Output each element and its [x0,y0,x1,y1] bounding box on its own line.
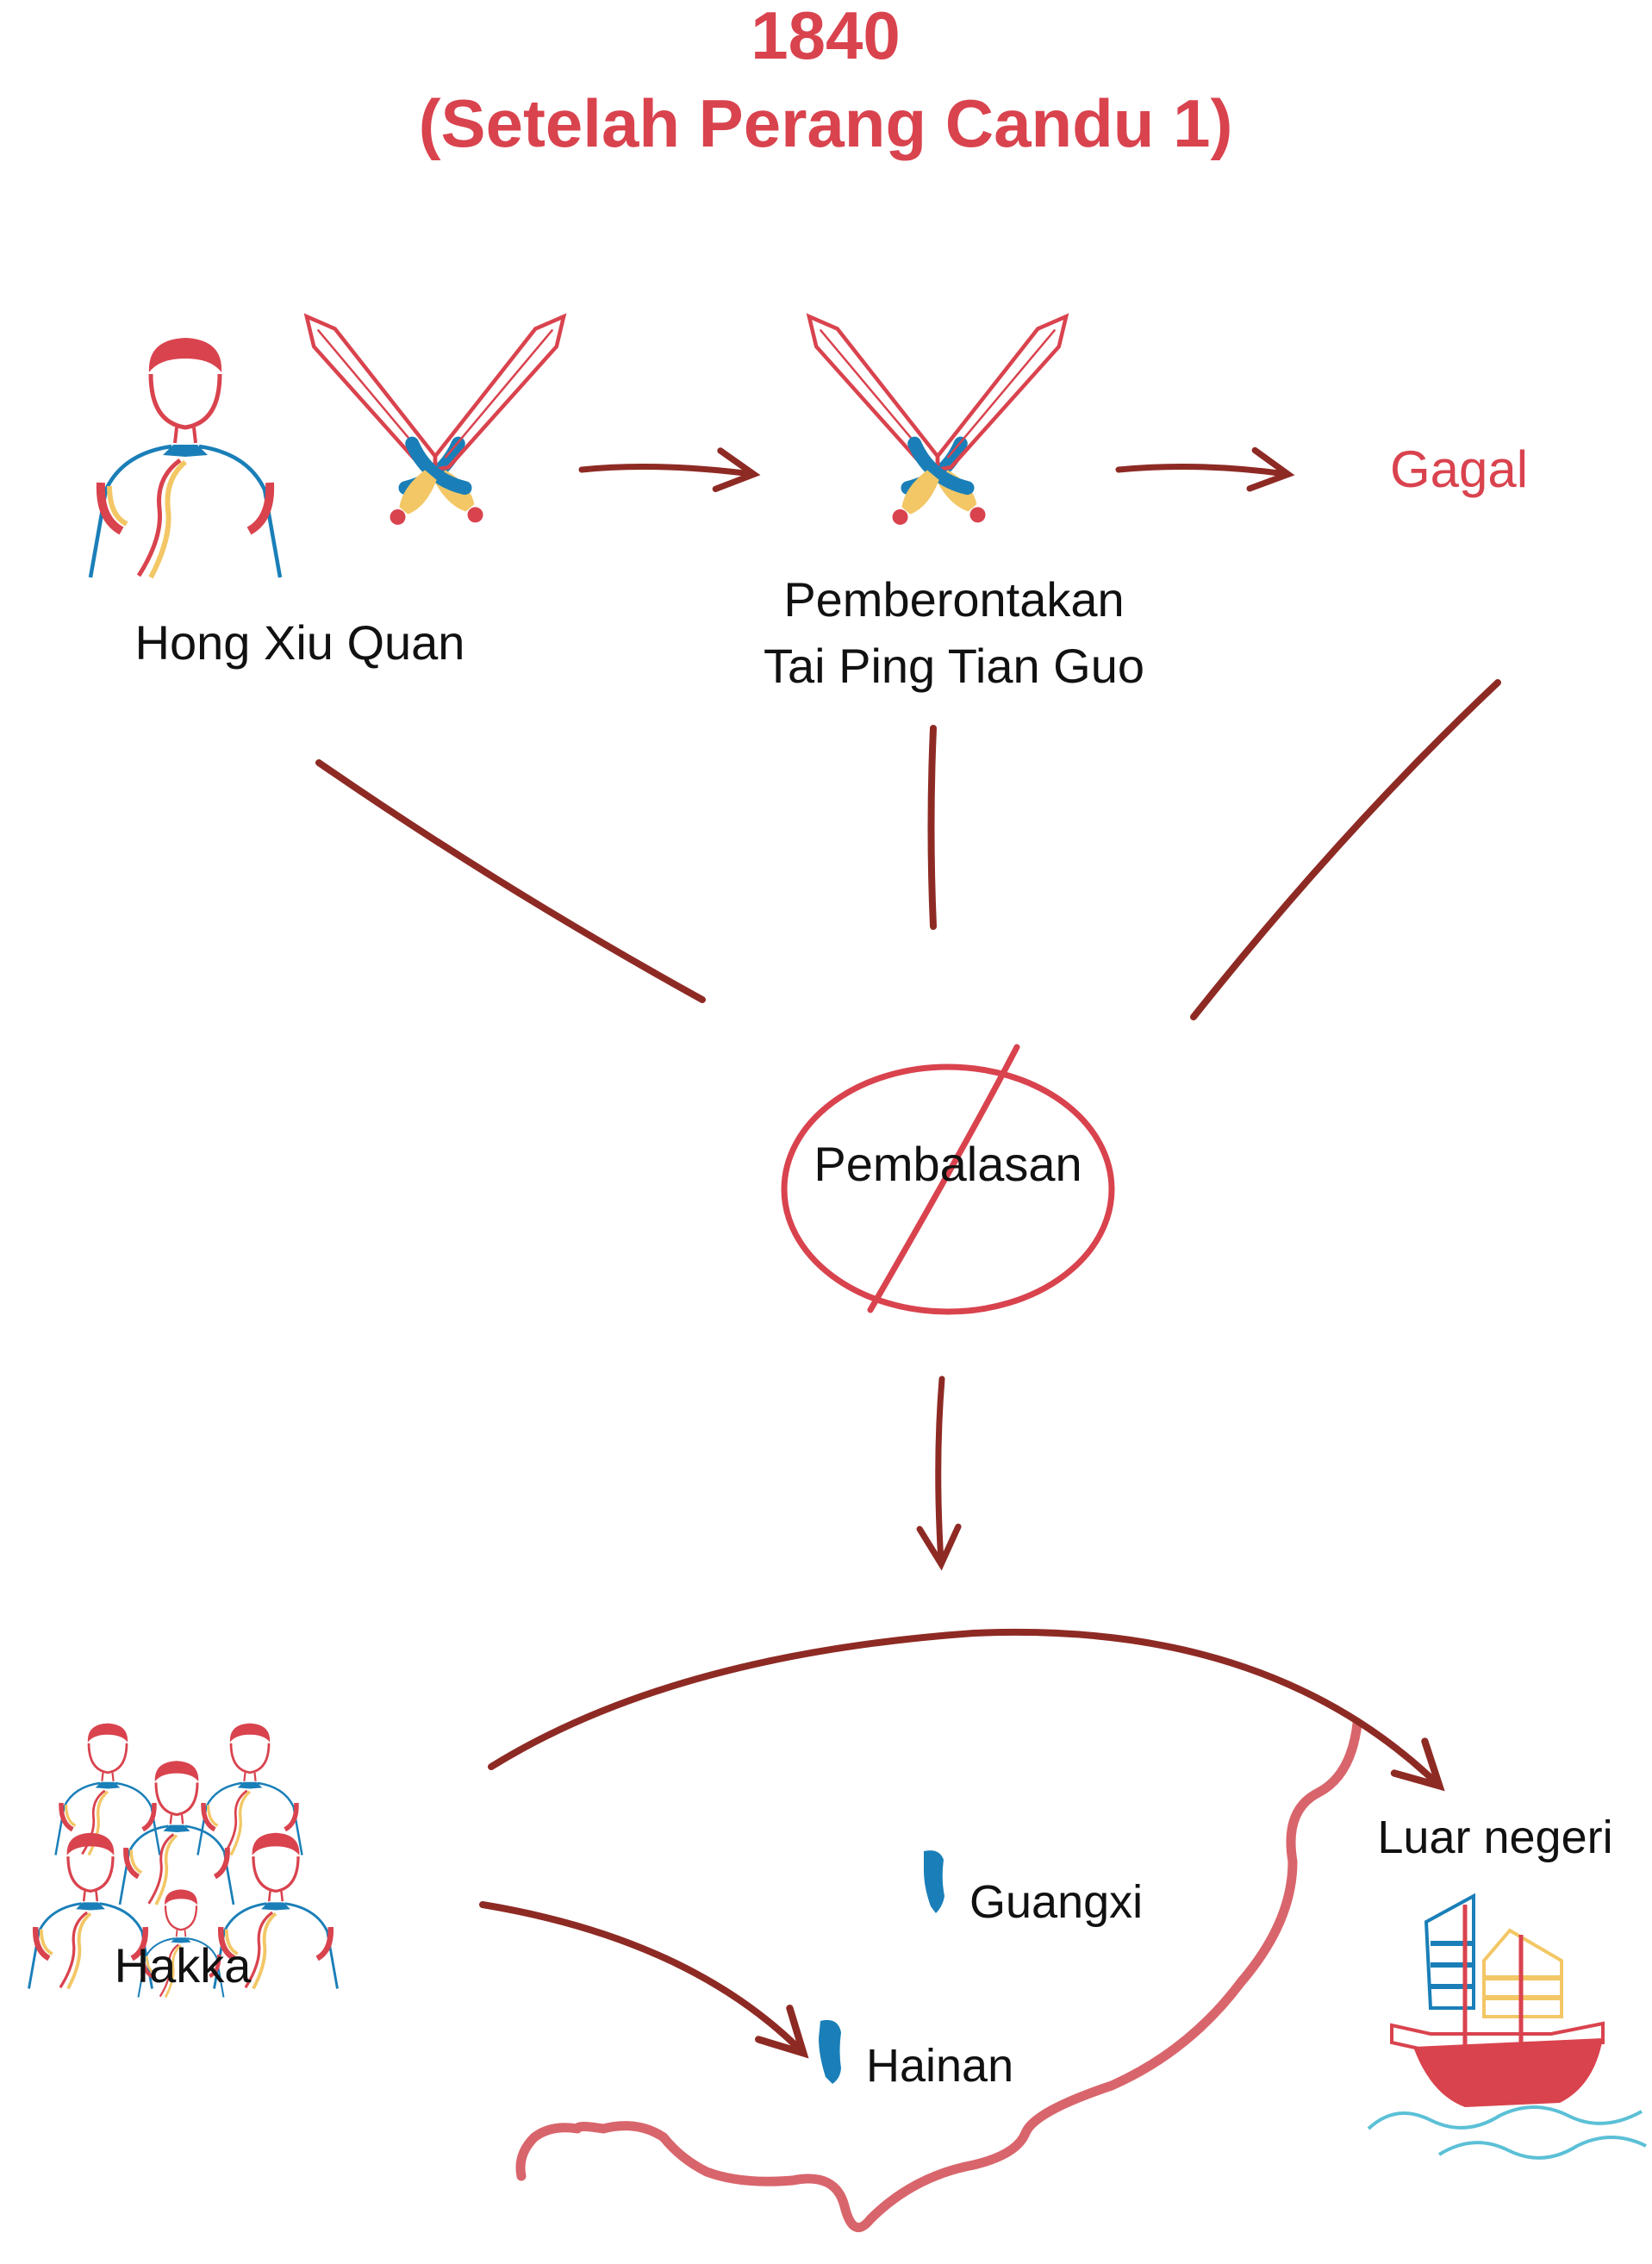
leader-figure [90,338,280,577]
arrow-leader-to-rebellion [578,447,761,493]
guangxi-marker [924,1850,944,1913]
arrow-hakka-to-hainan [479,1901,809,2059]
arrow-hakka-to-abroad [488,1628,1445,1792]
leader-label: Hong Xiu Quan [135,615,465,670]
line-outcome-to-retaliation [1190,679,1501,1020]
line-rebellion-to-retaliation [927,725,937,930]
line-leader-to-retaliation [315,759,706,1003]
retaliation-strike [867,1044,1020,1313]
rebellion-label-line2: Tai Ping Tian Guo [764,639,1144,693]
outcome-label: Gagal [1390,440,1528,498]
junk-ship-icon [1367,1893,1647,2160]
title-subtitle: (Setelah Perang Candu 1) [419,85,1233,161]
arrow-retaliation-down [916,1375,962,1571]
hakka-label: Hakka [115,1938,252,1993]
hainan-label: Hainan [866,2040,1013,2092]
rebellion-swords-icon [782,295,1093,545]
abroad-label: Luar negeri [1377,1812,1612,1863]
retaliation-label: Pembalasan [814,1137,1082,1191]
leader-swords-icon [280,295,590,545]
rebellion-label-line1: Pemberontakan [783,572,1124,627]
guangxi-label: Guangxi [969,1876,1143,1928]
retaliation-circle [781,1063,1115,1315]
title-year: 1840 [751,0,901,73]
coastline [515,1718,1362,2232]
arrow-rebellion-to-outcome [1115,446,1295,492]
hainan-marker [819,2019,841,2084]
